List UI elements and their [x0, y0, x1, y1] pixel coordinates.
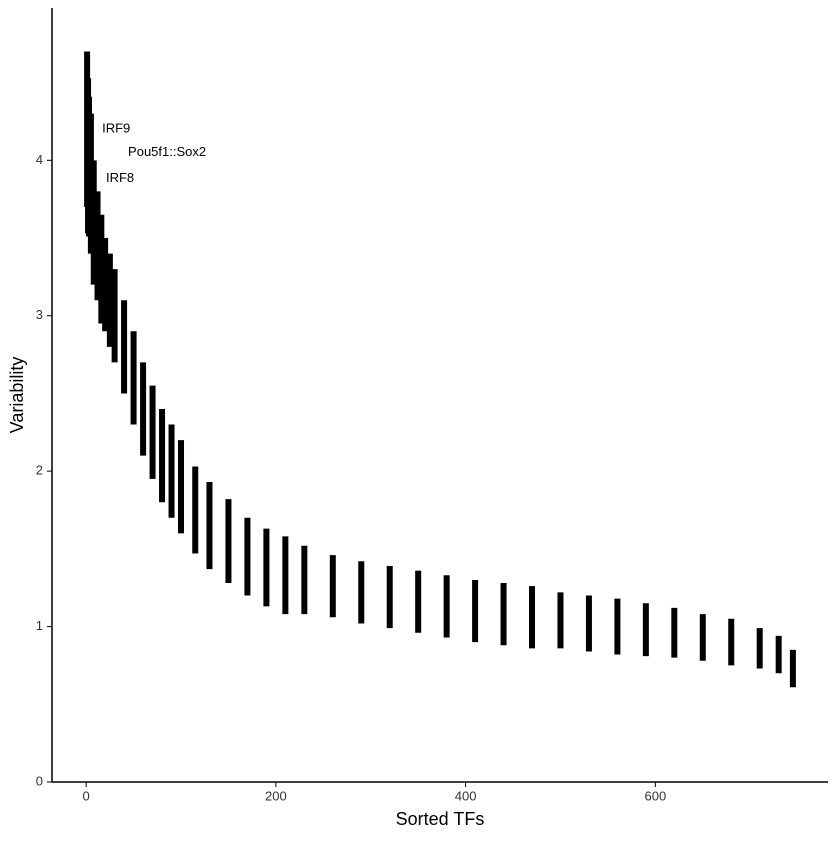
x-tick-label: 400	[455, 788, 477, 803]
y-tick-label: 3	[36, 307, 43, 322]
y-tick-label: 1	[36, 618, 43, 633]
x-axis-title: Sorted TFs	[396, 809, 485, 829]
y-tick-label: 2	[36, 463, 43, 478]
point-label: Pou5f1::Sox2	[128, 144, 206, 159]
point	[790, 666, 796, 672]
x-tick-label: 600	[644, 788, 666, 803]
point-label: IRF8	[106, 170, 134, 185]
y-tick-label: 4	[36, 152, 43, 167]
y-axis-title: Variability	[7, 357, 27, 434]
y-tick-label: 0	[36, 773, 43, 788]
x-tick-label: 200	[265, 788, 287, 803]
point-label: IRF9	[102, 121, 130, 136]
x-tick-label: 0	[83, 788, 90, 803]
